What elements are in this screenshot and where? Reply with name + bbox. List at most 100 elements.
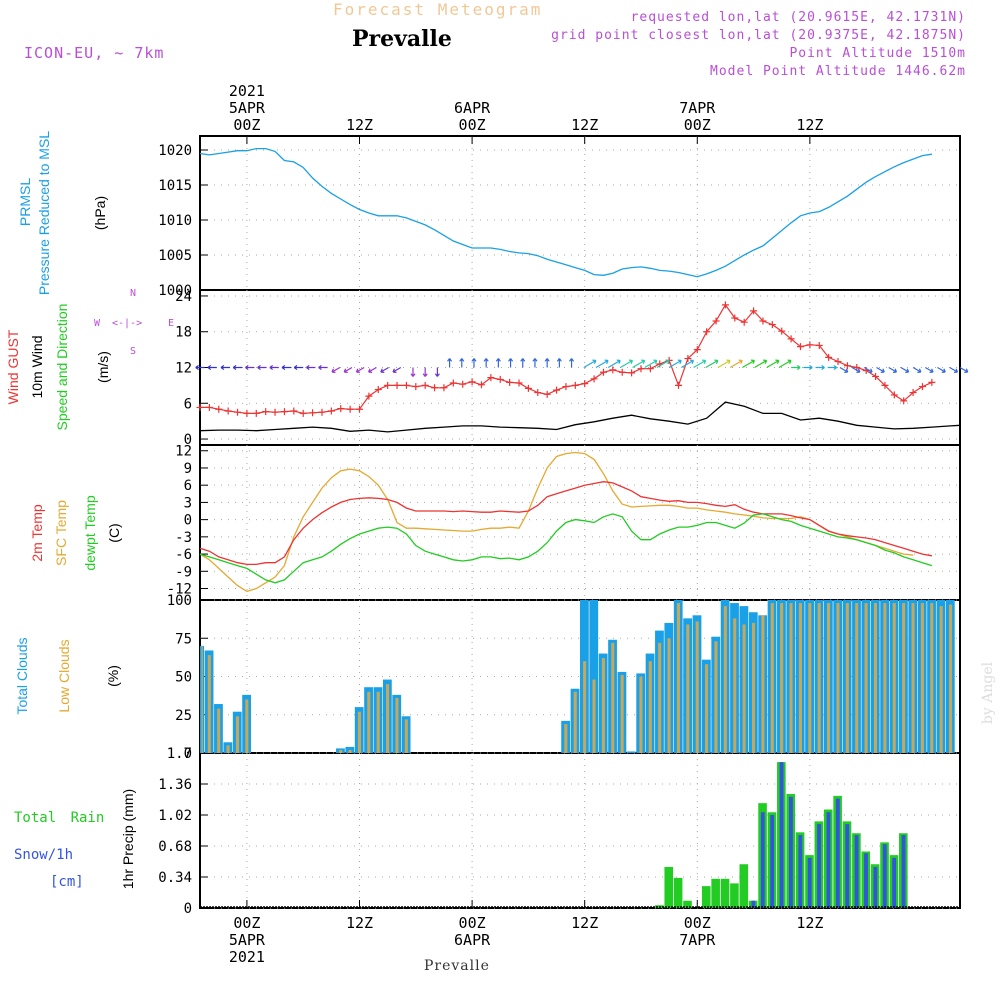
wind-direction-arrow [331, 366, 341, 373]
rain-bar [673, 877, 683, 908]
wind-direction-arrow [245, 364, 255, 371]
wind-gust-marker [881, 381, 889, 389]
cloud-low-bar [611, 642, 615, 753]
pressure-panel-frame [199, 135, 961, 291]
rain-bar [730, 883, 739, 908]
cloud-low-bar [798, 603, 802, 753]
snow-bar [760, 812, 765, 908]
snow-label: Snow/1h [14, 847, 74, 863]
wind-gust-marker [721, 301, 729, 309]
wind-direction-arrow [447, 358, 453, 368]
precip-axis-label: 1hr Precip (mm) [120, 788, 136, 890]
top-time-label: 6APR [454, 99, 491, 117]
snow-bar [817, 824, 822, 908]
wind-ytick-label: 0 [184, 432, 192, 448]
cloud-low-bar [808, 603, 812, 753]
wind-direction-arrow [791, 364, 801, 371]
wind-10m-label: 10m Wind [29, 335, 45, 399]
cloud-low-bar [770, 603, 774, 753]
wind-gust-marker [637, 365, 645, 373]
wind-gust-marker [581, 380, 589, 388]
wind-gust-marker [731, 314, 739, 322]
wind-direction-arrow [269, 364, 279, 371]
cloud-low-bar [948, 604, 953, 753]
cloud-low-bar [658, 642, 662, 753]
clouds-ytick-label: 75 [175, 631, 192, 647]
wind-gust-marker [534, 389, 542, 397]
wind-gust-marker [825, 353, 833, 361]
wind-gust-marker [234, 408, 242, 416]
cloud-low-bar [207, 655, 211, 753]
wind-gust-marker [609, 366, 617, 374]
wind-direction-arrow [888, 366, 898, 373]
total-rain-label: Total Rain [14, 810, 105, 826]
top-time-label: 12Z [796, 116, 823, 134]
wind-ytick-label: 6 [184, 396, 192, 412]
t2m-label: 2m Temp [29, 504, 45, 562]
dewpt-label: dewpt Temp [82, 495, 98, 571]
snow-bar [854, 835, 859, 908]
wind-direction-arrow [220, 364, 231, 371]
wind-direction-arrow [392, 366, 402, 373]
snow-bar [873, 866, 878, 908]
wind-gust-marker [571, 381, 579, 389]
wind-direction-arrow [803, 364, 813, 371]
temp-ytick-label: 12 [175, 444, 192, 460]
wind-gust-marker [365, 392, 373, 400]
wind-direction-arrow [583, 359, 597, 369]
temp-unit: (C) [106, 523, 122, 543]
wind-direction-arrow [717, 359, 731, 369]
temp-ytick-label: 9 [184, 461, 192, 477]
wind-direction-arrow [705, 359, 719, 369]
wind-gust-marker [675, 381, 683, 389]
wind-direction-arrow [232, 364, 243, 371]
compass-arrows: <-|-> [112, 318, 143, 329]
cloud-low-bar [695, 621, 699, 753]
wind-gust-marker [327, 407, 335, 415]
cloud-low-bar [639, 676, 643, 753]
wind-gust-marker [787, 335, 795, 343]
clouds-unit: (%) [105, 665, 121, 687]
cloud-low-bar [911, 603, 915, 753]
cloud-low-bar [583, 661, 587, 753]
temp-ytick-label: -6 [175, 547, 192, 563]
top-time-label: 2021 [229, 82, 265, 100]
wind-direction-arrow [281, 364, 292, 371]
compass-s: S [130, 346, 137, 357]
wind-direction-arrow [839, 366, 849, 373]
watermark: by Angel [980, 661, 996, 725]
cloud-low-bar [339, 749, 343, 753]
wind-direction-arrow [949, 366, 959, 373]
wind-gust-marker [778, 327, 786, 335]
precip-ytick-label: 0.34 [158, 870, 192, 886]
prmsl-label: PRMSL [17, 177, 33, 227]
cloud-low-bar [620, 674, 624, 753]
snow-unit: [cm] [50, 874, 84, 890]
cloud-low-bar [201, 645, 203, 753]
cloud-low-bar [395, 697, 399, 753]
wind-gust-marker [759, 317, 767, 325]
wind-direction-arrow [766, 359, 780, 369]
snow-bar [798, 835, 803, 908]
cloud-low-bar [845, 603, 849, 753]
wind-gust-marker [459, 380, 467, 388]
precip-ytick-label: 0.68 [158, 839, 192, 855]
wind-gust-marker [703, 328, 711, 336]
cloud-low-bar [235, 716, 239, 753]
precip-ytick-label: 0 [184, 901, 192, 917]
wind-direction-arrow [778, 359, 792, 369]
wind-gust-marker [590, 375, 598, 383]
wind-gust-line [200, 303, 933, 415]
wind-gust-marker [243, 409, 251, 417]
bottom-time-label: 12Z [796, 914, 823, 932]
wind-gust-marker [872, 372, 880, 380]
wind-direction-arrow [729, 359, 743, 369]
top-time-label: 5APR [229, 99, 266, 117]
temp-ytick-label: 3 [184, 495, 192, 511]
bottom-time-label: 00Z [233, 914, 260, 932]
cloud-low-bar [676, 603, 680, 753]
cloud-total-bar [626, 751, 636, 753]
wind-direction-arrow [851, 366, 861, 373]
wind-direction-arrow [754, 359, 768, 369]
wind-gust-marker [524, 384, 532, 392]
